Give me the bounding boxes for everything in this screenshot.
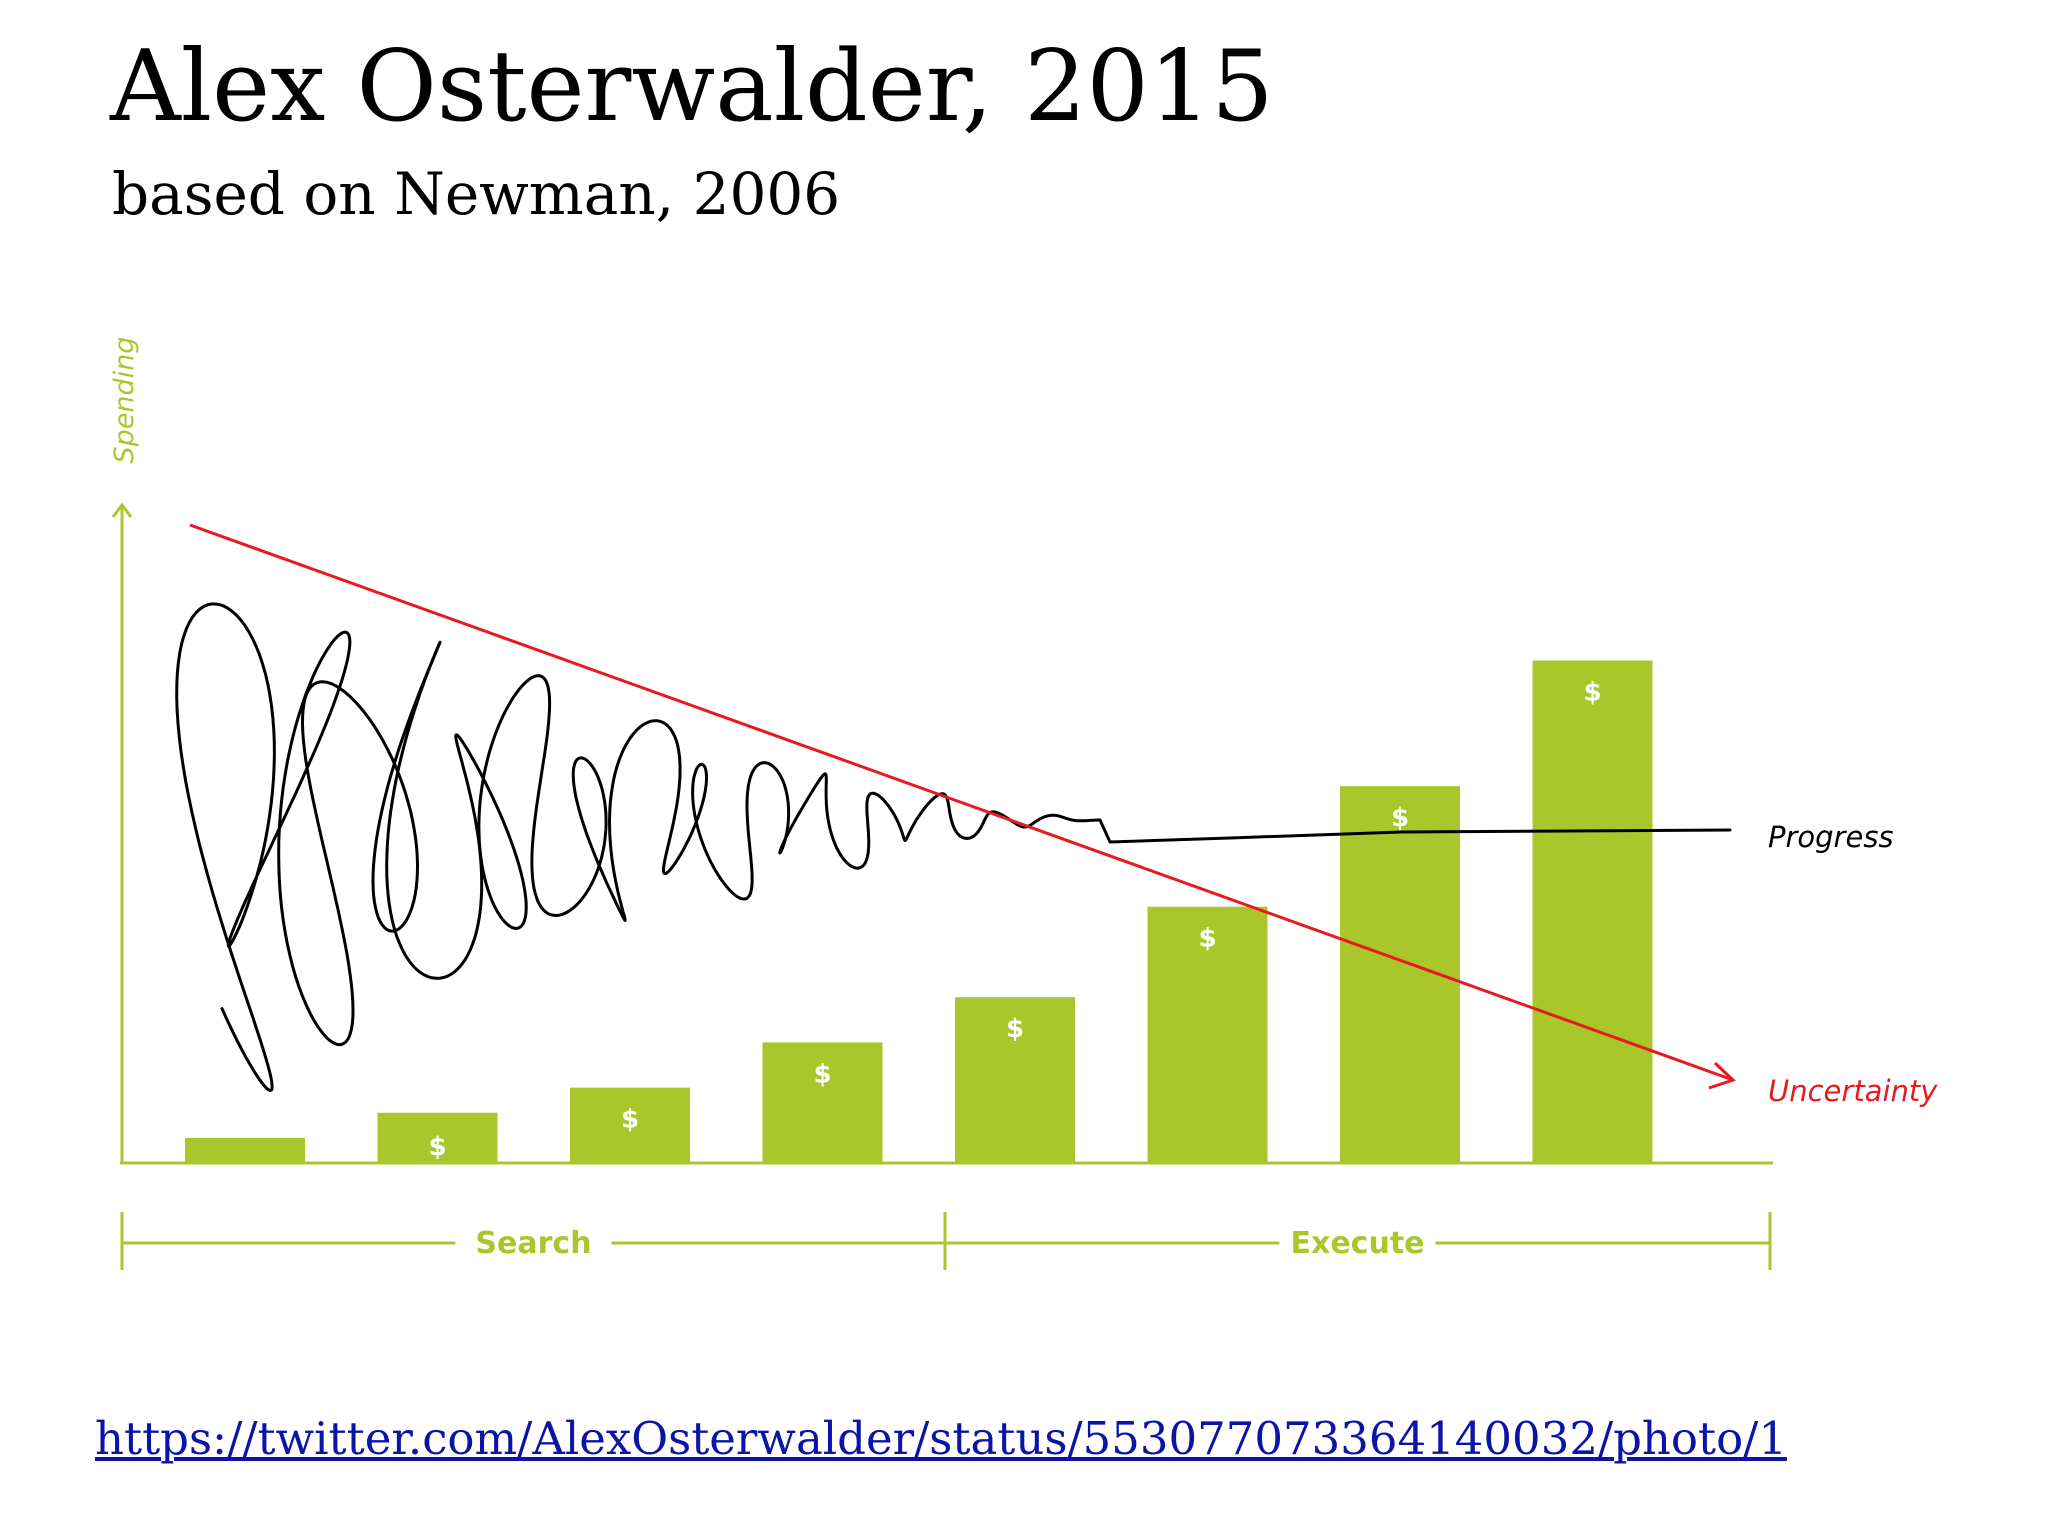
uncertainty-label: Uncertainty [1768, 1074, 1938, 1108]
bar-3-symbol: $ [621, 1105, 639, 1135]
source-link[interactable]: https://twitter.com/AlexOsterwalder/stat… [95, 1412, 1787, 1465]
phase-label-execute: Execute [1290, 1226, 1424, 1261]
slide-subtitle: based on Newman, 2006 [112, 160, 841, 228]
bar-4 [762, 1042, 883, 1163]
phase-label-search: Search [475, 1226, 591, 1261]
bar-7-symbol: $ [1391, 803, 1409, 833]
y-axis-arrow [111, 502, 133, 518]
bar-6-symbol: $ [1198, 924, 1216, 954]
bar-8-symbol: $ [1583, 678, 1601, 708]
bar-5-symbol: $ [1006, 1014, 1024, 1044]
bar-8 [1532, 660, 1653, 1163]
bars-group: $ $ $ $ $ $ $ [185, 660, 1653, 1163]
uncertainty-line [189, 523, 1734, 1082]
bar-5 [955, 997, 1075, 1163]
phase-bracket: Search Execute [120, 1212, 1772, 1270]
bar-3 [570, 1087, 690, 1163]
bar-6 [1147, 906, 1268, 1163]
y-axis-label: Spending [109, 337, 140, 464]
progress-series: Progress [175, 602, 1894, 1092]
uncertainty-arrowhead [1708, 1061, 1736, 1090]
slide-title: Alex Osterwalder, 2015 [110, 30, 1274, 144]
uncertainty-series: Uncertainty [189, 523, 1938, 1108]
bar-2 [377, 1112, 498, 1163]
bar-1 [185, 1137, 305, 1163]
bar-2-symbol: $ [428, 1132, 446, 1162]
bar-4-symbol: $ [813, 1059, 831, 1089]
progress-label: Progress [1768, 820, 1894, 854]
progress-line [175, 602, 1732, 1092]
chart-axes: Spending [109, 337, 1773, 1165]
